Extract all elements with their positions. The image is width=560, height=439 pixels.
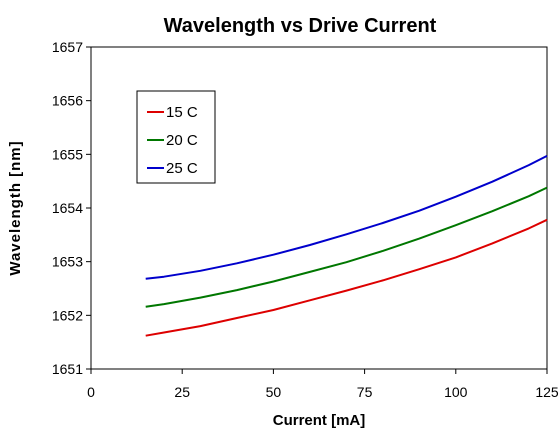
series-line-25-c	[145, 155, 548, 280]
series-lines	[145, 155, 548, 337]
y-tick-label: 1651	[52, 361, 83, 377]
x-axis-ticks: 0 25 50 75 100 125	[87, 369, 559, 400]
x-tick-label: 75	[357, 384, 373, 400]
legend-label: 25 C	[166, 160, 198, 177]
legend-label: 20 C	[166, 132, 198, 149]
y-axis-label: Wavelength [nm]	[7, 140, 24, 275]
y-tick-label: 1653	[52, 254, 83, 270]
series-line-15-c	[145, 218, 548, 337]
x-tick-label: 125	[535, 384, 559, 400]
y-tick-label: 1655	[52, 146, 83, 162]
legend-label: 15 C	[166, 104, 198, 121]
y-tick-label: 1652	[52, 307, 83, 323]
x-tick-label: 0	[87, 384, 95, 400]
y-axis-ticks: 1651 1652 1653 1654 1655 1656 1657	[52, 39, 91, 377]
chart-title: Wavelength vs Drive Current	[164, 15, 437, 37]
x-tick-label: 100	[444, 384, 468, 400]
series-line-20-c	[145, 186, 548, 308]
y-tick-label: 1654	[52, 200, 83, 216]
x-tick-label: 50	[266, 384, 282, 400]
x-tick-label: 25	[174, 384, 190, 400]
legend: 15 C 20 C 25 C	[136, 90, 216, 184]
y-tick-label: 1656	[52, 93, 83, 109]
x-axis-label: Current [mA]	[273, 412, 366, 429]
y-tick-label: 1657	[52, 39, 83, 55]
